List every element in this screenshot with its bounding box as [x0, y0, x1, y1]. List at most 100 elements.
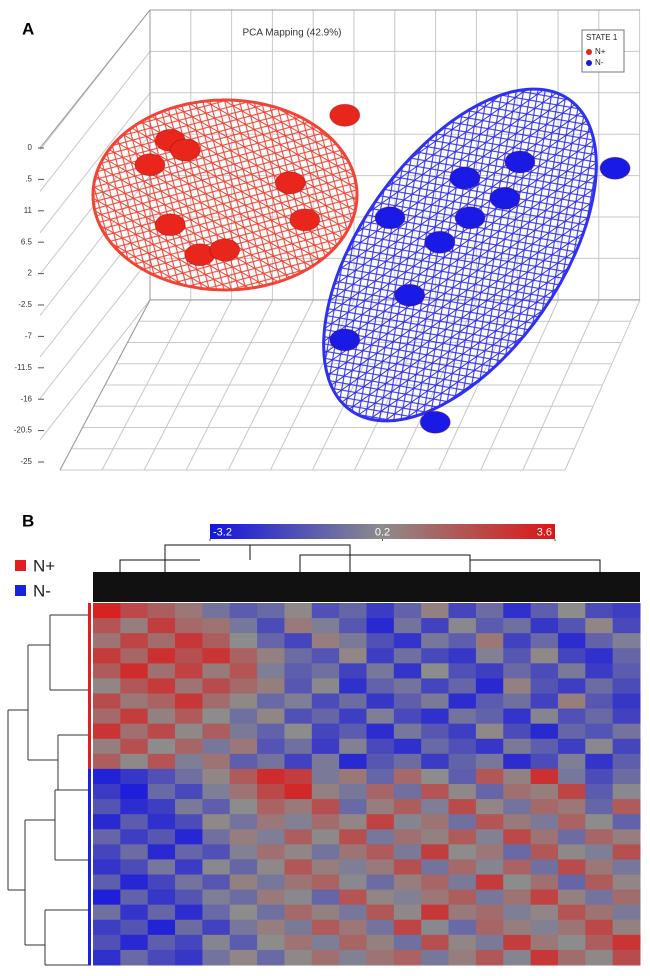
- heat-cell: [585, 889, 614, 906]
- heat-cell: [448, 663, 477, 679]
- heat-cell: [557, 693, 586, 710]
- heat-cell: [147, 663, 176, 679]
- row-group-bar: [88, 618, 91, 634]
- heat-cell: [339, 768, 367, 785]
- heat-cell: [229, 889, 258, 906]
- heat-cell: [339, 829, 367, 845]
- heat-cell: [311, 889, 340, 906]
- heat-cell: [503, 723, 532, 740]
- heat-cell: [393, 889, 422, 906]
- heat-cell: [585, 738, 614, 755]
- heat-cell: [229, 648, 258, 664]
- heat-cell: [339, 618, 367, 634]
- heat-cell: [612, 814, 641, 830]
- heat-cell: [147, 874, 176, 891]
- heat-cell: [366, 723, 395, 740]
- heat-cell: [448, 859, 477, 875]
- heat-cell: [93, 859, 121, 875]
- heat-cell: [557, 874, 586, 891]
- y-tick-label: -16: [20, 394, 32, 403]
- heat-cell: [339, 648, 367, 664]
- heat-cell: [257, 829, 285, 845]
- heat-cell: [366, 648, 395, 664]
- heat-cell: [120, 904, 149, 921]
- heat-cell: [503, 784, 532, 800]
- heat-cell: [339, 738, 367, 755]
- heat-cell: [530, 859, 559, 875]
- heat-cell: [530, 603, 559, 619]
- heat-cell: [448, 633, 477, 649]
- row-group-bar: [88, 919, 91, 936]
- heat-cell: [503, 829, 532, 845]
- heat-cell: [120, 648, 149, 664]
- heat-cell: [421, 784, 450, 800]
- sample-point: [424, 230, 456, 254]
- heat-cell: [284, 663, 313, 679]
- heat-cell: [202, 919, 231, 936]
- heat-cell: [147, 889, 176, 906]
- heat-cell: [475, 708, 504, 725]
- heat-cell: [311, 844, 340, 860]
- heat-cell: [311, 753, 340, 770]
- heat-cell: [284, 603, 313, 619]
- heat-cell: [229, 633, 258, 649]
- heat-cell: [339, 799, 367, 815]
- heat-cell: [93, 753, 121, 770]
- heat-cell: [585, 904, 614, 921]
- row-group-bar: [88, 874, 91, 891]
- heat-cell: [202, 859, 231, 875]
- heat-cell: [612, 693, 641, 710]
- heat-cell: [147, 648, 176, 664]
- heat-cell: [366, 678, 395, 694]
- heat-cell: [120, 889, 149, 906]
- heat-cell: [475, 618, 504, 634]
- heat-cell: [147, 904, 176, 921]
- heat-cell: [393, 693, 422, 710]
- heat-cell: [147, 814, 176, 830]
- heat-cell: [530, 738, 559, 755]
- heat-cell: [229, 919, 258, 936]
- heat-cell: [257, 693, 285, 710]
- heat-cell: [202, 678, 231, 694]
- heat-cell: [585, 618, 614, 634]
- heat-cell: [557, 814, 586, 830]
- row-group-bar: [88, 784, 91, 800]
- heat-cell: [448, 708, 477, 725]
- heat-cell: [585, 814, 614, 830]
- legend-label: N+: [33, 556, 55, 575]
- heat-cell: [612, 618, 641, 634]
- heat-cell: [557, 859, 586, 875]
- heat-cell: [147, 768, 176, 785]
- heat-cell: [530, 753, 559, 770]
- heat-cell: [393, 814, 422, 830]
- heat-cell: [257, 814, 285, 830]
- heat-cell: [557, 904, 586, 921]
- row-group-bar: [88, 723, 91, 740]
- heat-cell: [557, 663, 586, 679]
- heat-cell: [448, 919, 477, 936]
- heat-cell: [311, 738, 340, 755]
- heat-cell: [557, 708, 586, 725]
- heat-cell: [175, 814, 203, 830]
- heat-cell: [393, 859, 422, 875]
- heat-cell: [284, 829, 313, 845]
- heat-cell: [175, 723, 203, 740]
- heat-cell: [202, 618, 231, 634]
- heat-cell: [311, 693, 340, 710]
- legend-title: STATE 1: [586, 33, 618, 42]
- heat-cell: [175, 603, 203, 619]
- heat-cell: [93, 618, 121, 634]
- heat-cell: [393, 934, 422, 951]
- heat-cell: [612, 663, 641, 679]
- heat-cell: [475, 784, 504, 800]
- heat-cell: [503, 753, 532, 770]
- legend-label: N+: [595, 47, 606, 56]
- heat-cell: [612, 799, 641, 815]
- heat-cell: [93, 889, 121, 906]
- heat-cell: [284, 904, 313, 921]
- heat-cell: [366, 874, 395, 891]
- heat-cell: [393, 949, 422, 966]
- heat-cell: [311, 874, 340, 891]
- heat-cell: [448, 723, 477, 740]
